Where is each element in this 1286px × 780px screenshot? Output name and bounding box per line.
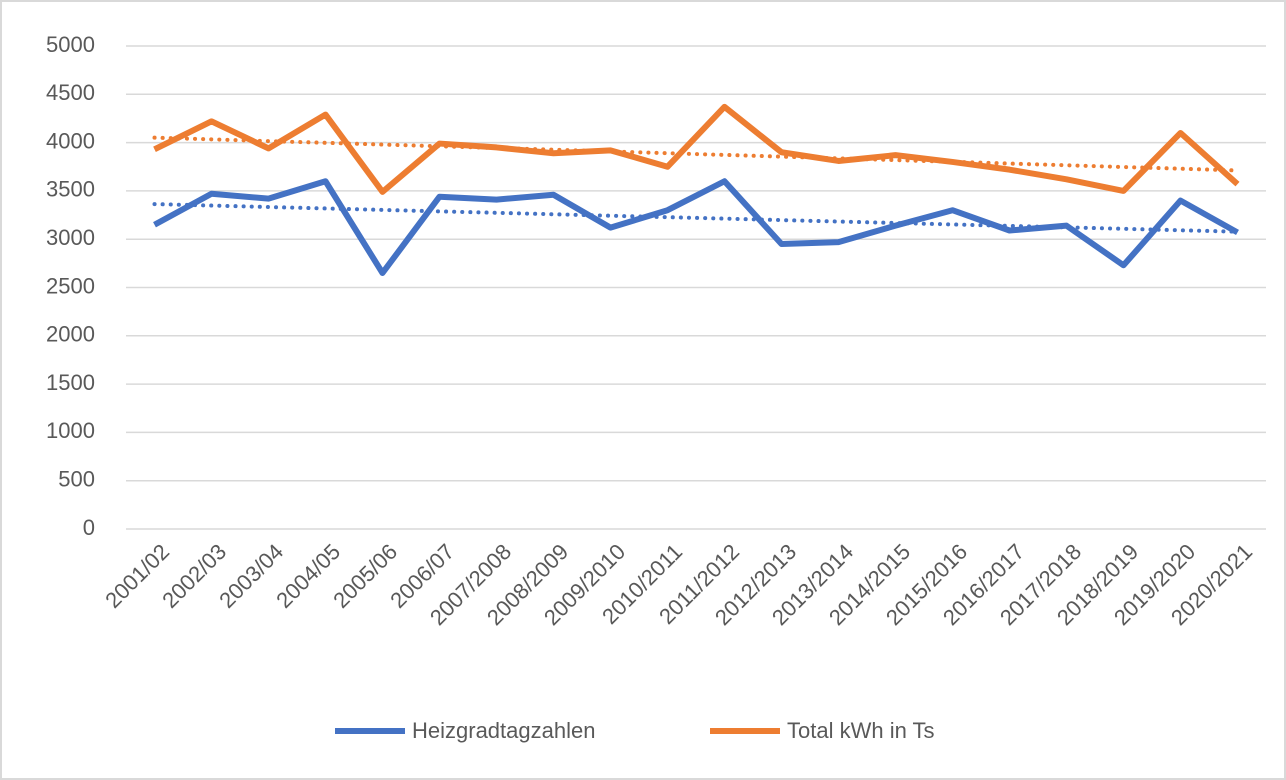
series-line xyxy=(153,178,1239,277)
y-tick-label: 4000 xyxy=(46,128,95,153)
y-tick-label: 0 xyxy=(83,515,95,540)
y-tick-label: 1500 xyxy=(46,370,95,395)
y-tick-label: 1000 xyxy=(46,418,95,443)
y-tick-label: 4500 xyxy=(46,80,95,105)
y-tick-label: 500 xyxy=(58,467,95,492)
y-tick-label: 3500 xyxy=(46,177,95,202)
y-tick-label: 2000 xyxy=(46,322,95,347)
trendline xyxy=(152,202,1240,234)
legend-label: Total kWh in Ts xyxy=(787,718,935,743)
series-line xyxy=(153,103,1240,195)
legend-label: Heizgradtagzahlen xyxy=(412,718,595,743)
y-tick-label: 3000 xyxy=(46,225,95,250)
trendline xyxy=(152,135,1240,173)
y-tick-label: 2500 xyxy=(46,273,95,298)
legend: Heizgradtagzahlen Total kWh in Ts xyxy=(335,718,935,743)
y-tick-label: 5000 xyxy=(46,32,95,57)
